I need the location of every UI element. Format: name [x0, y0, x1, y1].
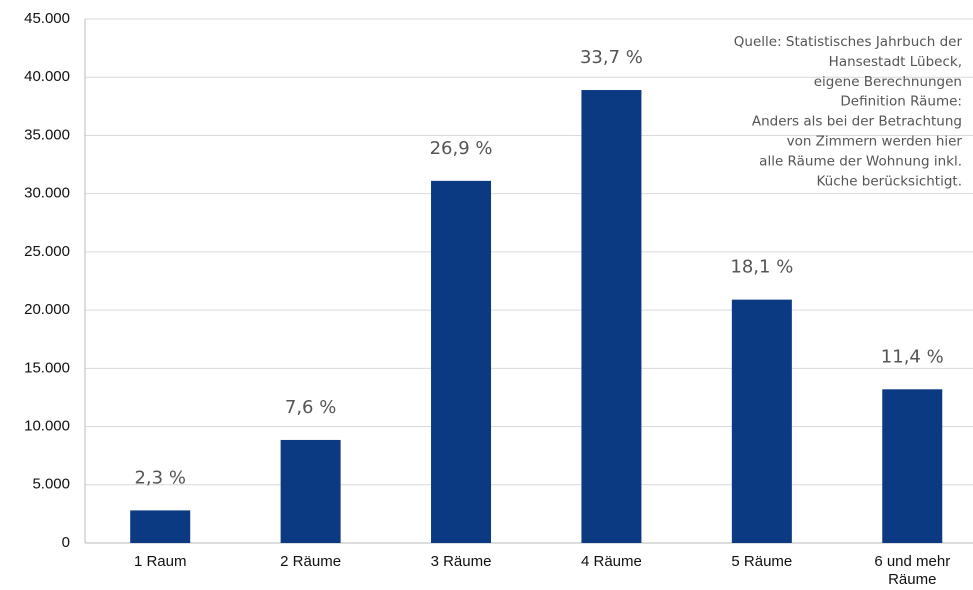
- source-note: Quelle: Statistisches Jahrbuch der: [734, 34, 963, 50]
- y-tick-label: 5.000: [32, 476, 70, 493]
- bar: [431, 180, 492, 543]
- y-tick-label: 35.000: [24, 126, 70, 143]
- percent-label: 2,3 %: [134, 467, 185, 488]
- percent-label: 18,1 %: [730, 257, 793, 278]
- y-tick-label: 15.000: [24, 359, 70, 376]
- x-tick-label: 4 Räume: [581, 553, 642, 570]
- x-tick-label: 1 Raum: [134, 553, 187, 570]
- bar: [280, 439, 341, 543]
- y-tick-label: 25.000: [24, 243, 70, 260]
- source-note: alle Räume der Wohnung inkl.: [759, 153, 962, 169]
- y-tick-label: 30.000: [24, 185, 70, 202]
- source-note: eigene Berechnungen: [814, 74, 962, 90]
- y-tick-label: 40.000: [24, 68, 70, 85]
- percent-label: 33,7 %: [580, 47, 643, 68]
- source-note: Anders als bei der Betrachtung: [752, 114, 962, 130]
- source-note: von Zimmern werden hier: [787, 134, 963, 150]
- percent-label: 11,4 %: [881, 346, 944, 367]
- bar: [130, 510, 191, 543]
- x-tick-label: 2 Räume: [280, 553, 341, 570]
- source-note: Hansestadt Lübeck,: [829, 54, 962, 70]
- bar: [882, 389, 943, 543]
- bar: [581, 90, 642, 543]
- y-tick-label: 10.000: [24, 418, 70, 435]
- percent-label: 7,6 %: [285, 397, 336, 418]
- x-tick-label: 6 und mehr Räume: [874, 553, 950, 588]
- source-note: Küche berücksichtigt.: [817, 173, 963, 189]
- x-tick-label: 3 Räume: [431, 553, 492, 570]
- source-note: Definition Räume:: [840, 94, 962, 110]
- y-tick-label: 0: [62, 534, 70, 551]
- percent-label: 26,9 %: [430, 138, 493, 159]
- y-tick-label: 45.000: [24, 10, 70, 27]
- y-tick-label: 20.000: [24, 301, 70, 318]
- x-tick-label: 5 Räume: [731, 553, 792, 570]
- bar: [731, 299, 792, 543]
